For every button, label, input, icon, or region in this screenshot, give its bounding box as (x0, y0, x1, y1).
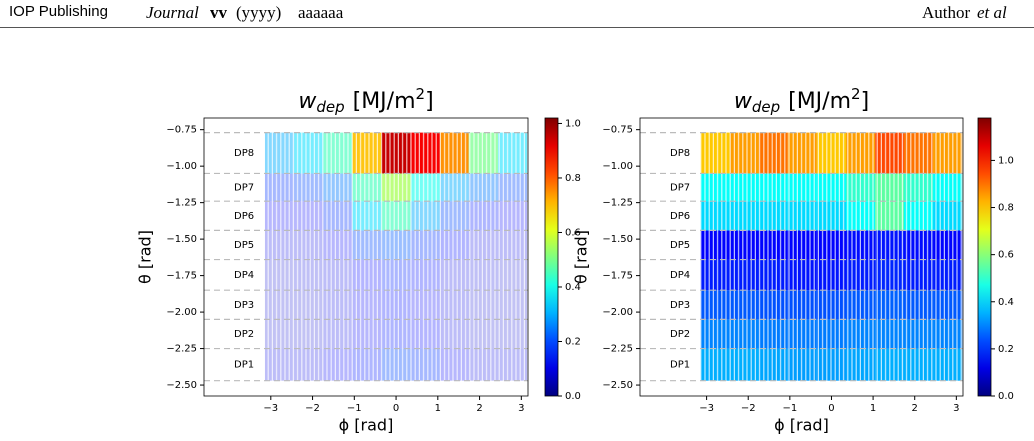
y-tick-label: −1.25 (602, 198, 633, 209)
chart-title: wdep [MJ/m2] (734, 85, 869, 116)
y-axis-label: θ [rad] (136, 230, 155, 284)
chart-title: wdep [MJ/m2] (298, 85, 433, 116)
x-tick-label: 0 (828, 403, 834, 414)
y-axis-label: θ [rad] (572, 230, 591, 284)
y-tick-label: −1.00 (602, 161, 633, 172)
y-tick-label: −2.50 (602, 380, 633, 391)
title-symbol: w (298, 89, 317, 114)
band-label: DP7 (670, 182, 690, 193)
x-tick-label: −3 (699, 403, 714, 414)
x-tick-label: −1 (347, 403, 362, 414)
band-label: DP2 (670, 329, 690, 340)
colorbar-tick-label: 0.8 (565, 173, 581, 184)
x-tick-label: 2 (476, 403, 482, 414)
y-tick-label: −1.25 (166, 198, 197, 209)
x-axis-label: ϕ [rad] (774, 416, 829, 435)
title-subscript: dep (316, 98, 344, 116)
title-subscript: dep (752, 98, 780, 116)
band-label: DP3 (234, 300, 254, 311)
stripe-overlay (264, 132, 528, 381)
colorbar-tick-label: 0.0 (565, 391, 581, 402)
colorbar (544, 117, 559, 397)
x-tick-label: 2 (912, 403, 918, 414)
heatmap (700, 132, 963, 381)
colorbar-tick-label: 1.0 (565, 118, 581, 129)
band-label: DP3 (670, 300, 690, 311)
running-header: IOP Publishing Journal vv (yyyy) aaaaaa … (0, 0, 1034, 28)
y-tick-label: −2.00 (602, 307, 633, 318)
y-tick-label: −2.25 (602, 344, 633, 355)
band-label: DP5 (234, 240, 254, 251)
band-label: DP5 (670, 240, 690, 251)
band-label: DP6 (670, 211, 690, 222)
y-tick-label: −1.75 (166, 271, 197, 282)
title-symbol: w (734, 89, 753, 114)
title-unit: [MJ/m (788, 89, 851, 114)
x-tick-label: −2 (741, 403, 756, 414)
colorbar-tick-label: 0.4 (998, 297, 1014, 308)
band-label: DP1 (670, 360, 690, 371)
axes-frame (639, 117, 964, 397)
colorbar-tick-label: 0.0 (998, 391, 1014, 402)
axes-frame (203, 117, 529, 397)
band-label: DP1 (234, 360, 254, 371)
colorbar-tick-label: 0.2 (565, 336, 581, 347)
x-tick-label: 3 (518, 403, 524, 414)
title-unit-end: ] (425, 89, 434, 114)
et-al: et al (977, 3, 1007, 22)
x-tick-label: 0 (393, 403, 399, 414)
band-label: DP8 (670, 148, 690, 159)
y-tick-label: −2.50 (166, 380, 197, 391)
y-tick-label: −1.50 (602, 234, 633, 245)
y-tick-label: −1.50 (166, 234, 197, 245)
band-label: DP4 (670, 270, 690, 281)
y-tick-label: −1.75 (602, 271, 633, 282)
colorbar-tick-label: 1.0 (998, 155, 1014, 166)
y-tick-label: −2.00 (166, 307, 197, 318)
band-label: DP4 (234, 270, 254, 281)
x-tick-label: 3 (953, 403, 959, 414)
x-tick-label: 1 (435, 403, 441, 414)
colorbar-tick-label: 0.2 (998, 344, 1014, 355)
title-unit: [MJ/m (353, 89, 416, 114)
x-axis-label: ϕ [rad] (339, 416, 394, 435)
heatmap (264, 132, 528, 381)
x-tick-label: −1 (782, 403, 797, 414)
stripe-overlay (700, 132, 963, 381)
colorbar-tick-label: 0.6 (565, 227, 581, 238)
year: (yyyy) (236, 3, 282, 22)
title-unit-power: 2 (851, 85, 861, 103)
colorbar-tick-label: 0.8 (998, 203, 1014, 214)
article: aaaaaa (298, 3, 344, 22)
band-label: DP7 (234, 182, 254, 193)
x-tick-label: −3 (263, 403, 278, 414)
x-tick-label: −2 (305, 403, 320, 414)
y-tick-label: −2.25 (166, 344, 197, 355)
colorbar-tick-label: 0.6 (998, 250, 1014, 261)
title-unit-power: 2 (416, 85, 426, 103)
y-tick-label: −0.75 (602, 125, 633, 136)
band-label: DP2 (234, 329, 254, 340)
author: Author (922, 3, 971, 22)
volume: vv (210, 3, 227, 22)
band-label: DP6 (234, 211, 254, 222)
y-tick-label: −1.00 (166, 161, 197, 172)
publisher: IOP Publishing (9, 3, 108, 20)
colorbar-tick-label: 0.4 (565, 282, 581, 293)
band-label: DP8 (234, 148, 254, 159)
colorbar (977, 117, 992, 397)
x-tick-label: 1 (870, 403, 876, 414)
journal: Journal (146, 3, 199, 22)
title-unit-end: ] (861, 89, 870, 114)
y-tick-label: −0.75 (166, 125, 197, 136)
